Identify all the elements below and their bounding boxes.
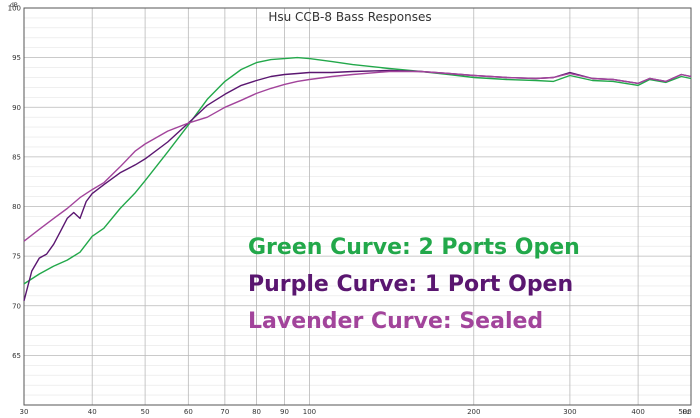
- x-tick-label: 50: [141, 408, 150, 416]
- annotations: Green Curve: 2 Ports Open Purple Curve: 1…: [248, 235, 580, 334]
- y-tick-label: 100: [8, 5, 21, 13]
- annotation-2: Purple Curve: 1 Port Open: [248, 272, 573, 297]
- x-axis-unit: Hz: [682, 409, 690, 416]
- x-tick-label: 100: [303, 408, 316, 416]
- x-tick-label: 70: [220, 408, 229, 416]
- x-tick-label: 300: [563, 408, 576, 416]
- y-tick-label: 95: [12, 54, 21, 62]
- grid: [23, 7, 692, 406]
- series-line-1: [23, 56, 692, 285]
- x-tick-label: 200: [467, 408, 480, 416]
- x-tick-label: 60: [184, 408, 193, 416]
- x-tick-label: 30: [20, 408, 29, 416]
- series-layer: [23, 56, 692, 301]
- y-tick-label: 70: [12, 302, 21, 310]
- series-line-3: [23, 70, 692, 242]
- annotation-3: Lavender Curve: Sealed: [248, 309, 543, 334]
- x-tick-label: 400: [631, 408, 644, 416]
- x-tick-label: 40: [88, 408, 97, 416]
- tick-labels: 65 70 75 80 85 90 95 100 30 40 50 60 70 80 90 100 200 300…: [8, 5, 692, 417]
- y-tick-label: 85: [12, 153, 21, 161]
- y-tick-label: 75: [12, 253, 21, 261]
- y-axis-label: dB: [10, 2, 18, 9]
- chart-title: Hsu CCB-8 Bass Responses: [268, 10, 431, 24]
- y-tick-label: 65: [12, 352, 21, 360]
- x-tick-label: 90: [280, 408, 289, 416]
- y-tick-label: 80: [12, 203, 21, 211]
- y-tick-label: 90: [12, 104, 21, 112]
- x-tick-label: 80: [252, 408, 261, 416]
- x-tick-label: 500: [678, 408, 691, 416]
- plot-frame: [23, 7, 692, 406]
- annotation-1: Green Curve: 2 Ports Open: [248, 235, 580, 260]
